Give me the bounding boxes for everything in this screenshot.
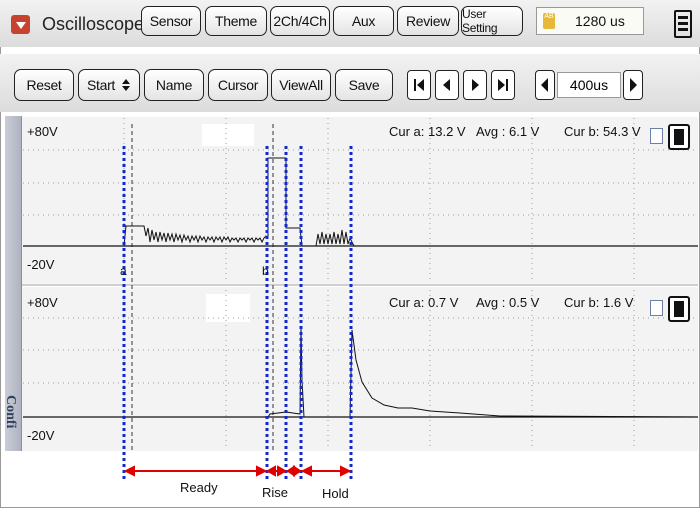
- cursor-lines[interactable]: [131, 124, 274, 450]
- skip-first-icon: [414, 79, 424, 91]
- ch1-cursor-a-marker: a: [120, 264, 127, 278]
- config-side-tab[interactable]: [5, 116, 22, 451]
- hamburger-menu-icon: [678, 16, 688, 31]
- app-menu-button[interactable]: [11, 15, 30, 34]
- cursor-button[interactable]: Cursor: [208, 69, 268, 101]
- triangle-left-icon: [541, 78, 548, 92]
- prev-icon: [443, 79, 450, 91]
- prev-frame-button[interactable]: [435, 70, 459, 100]
- ch1-cur-b: Cur b: 54.3 V: [564, 124, 641, 139]
- app-title: Oscilloscope: [42, 14, 145, 34]
- tab-theme[interactable]: Theme: [205, 6, 267, 36]
- tab-user-setting[interactable]: User Setting: [461, 6, 523, 36]
- ch1-toggle-indicator: [674, 129, 684, 145]
- tab-review[interactable]: Review: [397, 6, 459, 36]
- reset-button[interactable]: Reset: [14, 69, 74, 101]
- ch1-bottom-label: -20V: [27, 257, 55, 272]
- time-value: 1280 us: [575, 13, 625, 29]
- hold-label: Hold: [322, 486, 349, 501]
- rise-label: Rise: [262, 485, 289, 500]
- next-frame-button[interactable]: [463, 70, 487, 100]
- last-frame-button[interactable]: [491, 70, 515, 100]
- timebase-increase-button[interactable]: [623, 70, 643, 100]
- ch1-avg: Avg : 6.1 V: [476, 124, 540, 139]
- timebase-decrease-button[interactable]: [535, 70, 555, 100]
- channel2-name-box: [206, 294, 250, 322]
- ch2-top-label: +80V: [27, 295, 58, 310]
- timebase-value: 400us: [557, 72, 621, 98]
- save-button[interactable]: Save: [335, 69, 393, 101]
- first-frame-button[interactable]: [407, 70, 431, 100]
- ch1-waveform: [23, 157, 698, 247]
- skip-last-icon: [498, 79, 508, 91]
- ab-timer-icon: AB: [543, 13, 555, 29]
- time-display[interactable]: AB 1280 us: [536, 7, 644, 35]
- ch1-cursor-b-marker: b: [262, 264, 269, 278]
- ch1-toggle[interactable]: [668, 124, 690, 150]
- viewall-button[interactable]: ViewAll: [271, 69, 331, 101]
- updown-arrows-icon: [122, 79, 131, 91]
- ch2-bottom-label: -20V: [27, 428, 55, 443]
- ch2-cur-b: Cur b: 1.6 V: [564, 295, 634, 310]
- dropdown-arrow-icon: [15, 21, 26, 29]
- ch2-cur-a: Cur a: 0.7 V: [389, 295, 459, 310]
- channel2-panel[interactable]: [22, 287, 698, 451]
- triangle-right-icon: [630, 78, 637, 92]
- ch2-checkbox[interactable]: [650, 300, 663, 316]
- ch1-checkbox[interactable]: [650, 128, 663, 144]
- tab-sensor[interactable]: Sensor: [141, 6, 201, 36]
- ready-label: Ready: [180, 480, 218, 495]
- ch2-avg: Avg : 0.5 V: [476, 295, 540, 310]
- name-button[interactable]: Name: [144, 69, 204, 101]
- channel1-name-box: [202, 124, 254, 146]
- start-button[interactable]: Start: [78, 69, 140, 101]
- ch2-toggle[interactable]: [668, 296, 690, 322]
- tab-aux[interactable]: Aux: [333, 6, 394, 36]
- tab-2ch-4ch[interactable]: 2Ch/4Ch: [270, 6, 330, 36]
- ch2-waveform: [23, 327, 699, 418]
- ch2-toggle-indicator: [674, 301, 684, 317]
- phase-markers: [122, 146, 353, 482]
- start-label: Start: [86, 77, 116, 93]
- ch1-cur-a: Cur a: 13.2 V: [389, 124, 466, 139]
- config-side-label: Confi: [3, 395, 18, 429]
- next-icon: [472, 79, 479, 91]
- phase-arrows: [123, 465, 352, 477]
- hamburger-menu-button[interactable]: [674, 10, 692, 38]
- channel1-panel[interactable]: [22, 117, 698, 286]
- ch1-top-label: +80V: [27, 124, 58, 139]
